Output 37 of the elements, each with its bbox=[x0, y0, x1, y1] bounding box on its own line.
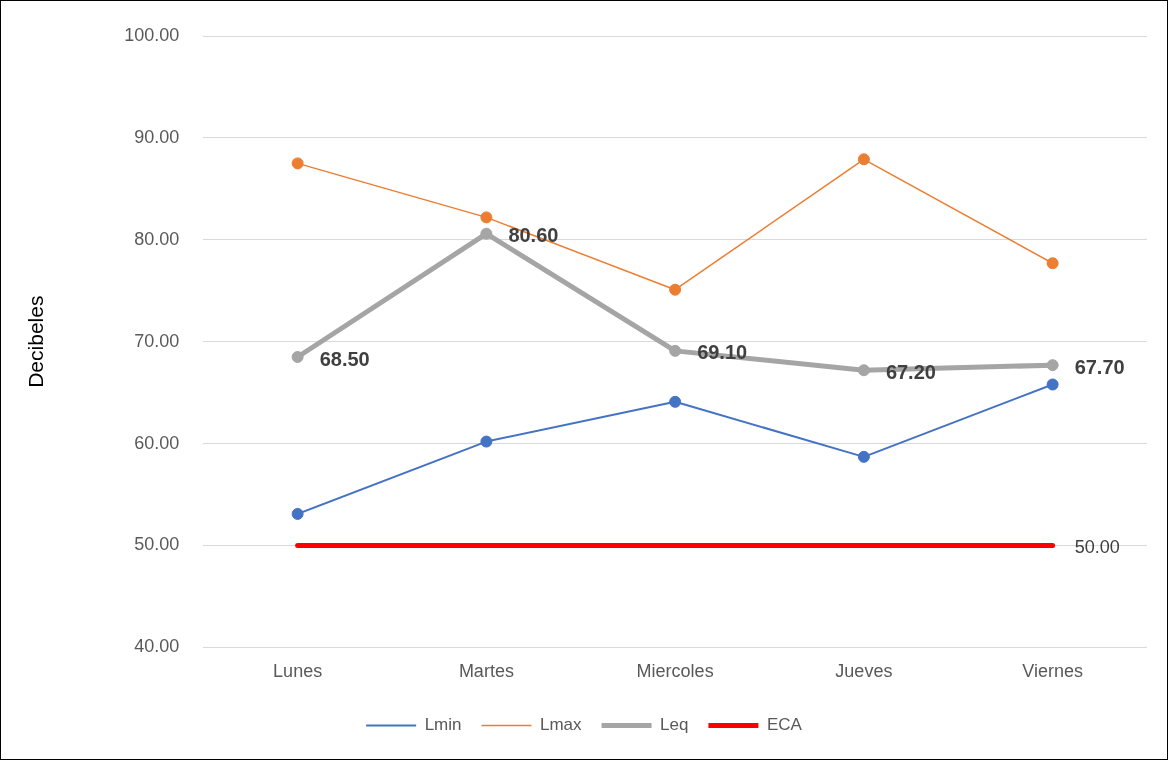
point bbox=[291, 350, 304, 363]
y-tick-label: 50.00 bbox=[134, 534, 180, 555]
legend-label: Lmin bbox=[424, 715, 462, 735]
data-label: 68.50 bbox=[319, 347, 370, 370]
point bbox=[857, 364, 870, 377]
point bbox=[291, 157, 304, 170]
x-tick-label: Lunes bbox=[273, 661, 323, 682]
x-tick-label: Miercoles bbox=[636, 661, 714, 682]
data-label: 67.70 bbox=[1074, 355, 1125, 378]
point bbox=[480, 227, 493, 240]
y-tick-label: 90.00 bbox=[134, 126, 180, 147]
legend-label: ECA bbox=[766, 715, 803, 735]
point bbox=[857, 450, 870, 463]
legend-label: Leq bbox=[660, 715, 689, 735]
point bbox=[1046, 257, 1059, 270]
point bbox=[291, 507, 304, 520]
data-label: 67.20 bbox=[885, 360, 936, 383]
y-tick-label: 60.00 bbox=[134, 432, 180, 453]
data-label: 50.00 bbox=[1074, 537, 1120, 558]
point bbox=[857, 153, 870, 166]
y-tick-label: 40.00 bbox=[134, 636, 180, 657]
point bbox=[1046, 378, 1059, 391]
y-tick-label: 80.00 bbox=[134, 228, 180, 249]
y-axis-title: Decibeles bbox=[24, 295, 48, 388]
point bbox=[480, 211, 493, 224]
y-tick-label: 100.00 bbox=[124, 24, 180, 45]
legend-label: Lmax bbox=[539, 715, 583, 735]
point bbox=[480, 435, 493, 448]
y-tick-label: 70.00 bbox=[134, 330, 180, 351]
point bbox=[669, 283, 682, 296]
x-tick-label: Martes bbox=[458, 661, 514, 682]
x-tick-label: Viernes bbox=[1022, 661, 1083, 682]
point bbox=[669, 344, 682, 357]
point bbox=[669, 395, 682, 408]
point bbox=[1046, 359, 1059, 372]
x-tick-label: Jueves bbox=[835, 661, 893, 682]
data-label: 69.10 bbox=[697, 341, 748, 364]
